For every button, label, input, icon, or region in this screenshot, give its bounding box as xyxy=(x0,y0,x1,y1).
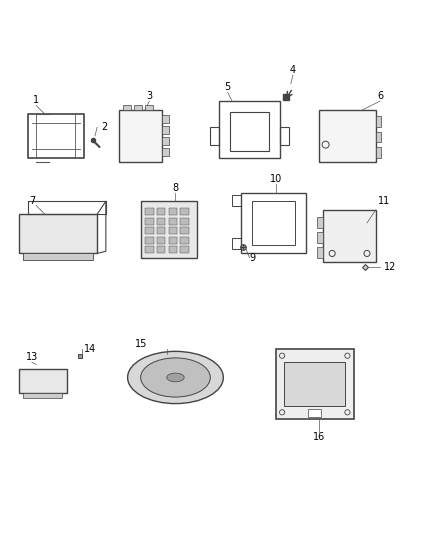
Text: 4: 4 xyxy=(290,65,296,75)
FancyBboxPatch shape xyxy=(145,218,154,225)
Text: 9: 9 xyxy=(250,253,256,263)
FancyBboxPatch shape xyxy=(180,218,189,225)
FancyBboxPatch shape xyxy=(276,349,354,419)
FancyBboxPatch shape xyxy=(319,110,376,162)
Text: 5: 5 xyxy=(225,83,231,92)
FancyBboxPatch shape xyxy=(145,246,154,254)
FancyBboxPatch shape xyxy=(23,393,62,398)
FancyBboxPatch shape xyxy=(180,237,189,244)
Text: 14: 14 xyxy=(84,344,96,354)
FancyBboxPatch shape xyxy=(162,148,169,156)
FancyBboxPatch shape xyxy=(323,210,376,262)
FancyBboxPatch shape xyxy=(180,246,189,254)
FancyBboxPatch shape xyxy=(284,362,345,406)
Text: 7: 7 xyxy=(29,196,35,206)
FancyBboxPatch shape xyxy=(162,126,169,134)
FancyBboxPatch shape xyxy=(145,237,154,244)
FancyBboxPatch shape xyxy=(162,137,169,144)
FancyBboxPatch shape xyxy=(157,228,166,235)
FancyBboxPatch shape xyxy=(376,116,381,127)
FancyBboxPatch shape xyxy=(162,115,169,123)
FancyBboxPatch shape xyxy=(134,104,142,110)
Text: 15: 15 xyxy=(134,339,147,349)
FancyBboxPatch shape xyxy=(376,132,381,142)
FancyBboxPatch shape xyxy=(157,208,166,215)
Text: 1: 1 xyxy=(33,95,39,106)
FancyBboxPatch shape xyxy=(180,208,189,215)
Text: 3: 3 xyxy=(146,91,152,101)
Text: 10: 10 xyxy=(269,174,282,184)
FancyBboxPatch shape xyxy=(169,228,177,235)
Ellipse shape xyxy=(141,358,210,397)
Text: 13: 13 xyxy=(26,352,38,362)
FancyBboxPatch shape xyxy=(169,208,177,215)
Text: 12: 12 xyxy=(385,262,397,271)
Text: 6: 6 xyxy=(377,91,383,101)
Ellipse shape xyxy=(167,373,184,382)
FancyBboxPatch shape xyxy=(317,247,323,258)
FancyBboxPatch shape xyxy=(145,208,154,215)
FancyBboxPatch shape xyxy=(169,218,177,225)
FancyBboxPatch shape xyxy=(141,201,197,258)
FancyBboxPatch shape xyxy=(19,214,97,254)
Text: 16: 16 xyxy=(313,432,325,442)
FancyBboxPatch shape xyxy=(145,104,153,110)
FancyBboxPatch shape xyxy=(252,201,295,245)
Text: 2: 2 xyxy=(102,122,108,132)
FancyBboxPatch shape xyxy=(376,147,381,158)
FancyBboxPatch shape xyxy=(157,218,166,225)
FancyBboxPatch shape xyxy=(123,104,131,110)
FancyBboxPatch shape xyxy=(119,110,162,162)
FancyBboxPatch shape xyxy=(169,237,177,244)
FancyBboxPatch shape xyxy=(230,112,269,151)
FancyBboxPatch shape xyxy=(317,232,323,243)
Ellipse shape xyxy=(127,351,223,403)
Text: 8: 8 xyxy=(173,182,179,192)
FancyBboxPatch shape xyxy=(169,246,177,254)
FancyBboxPatch shape xyxy=(19,369,67,393)
FancyBboxPatch shape xyxy=(180,228,189,235)
Text: 11: 11 xyxy=(378,196,391,206)
FancyBboxPatch shape xyxy=(317,217,323,228)
FancyBboxPatch shape xyxy=(145,228,154,235)
FancyBboxPatch shape xyxy=(23,254,93,260)
FancyBboxPatch shape xyxy=(157,237,166,244)
FancyBboxPatch shape xyxy=(308,409,321,417)
FancyBboxPatch shape xyxy=(157,246,166,254)
